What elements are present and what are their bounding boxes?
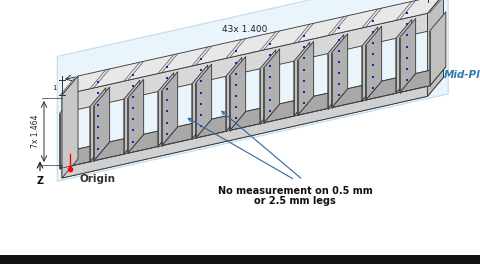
Polygon shape [298,89,344,115]
Polygon shape [294,42,310,116]
Polygon shape [196,112,242,138]
Text: Mid-Plane: Mid-Plane [444,70,480,80]
Polygon shape [124,80,140,154]
Polygon shape [90,88,106,162]
Polygon shape [260,50,276,124]
Polygon shape [400,18,416,92]
Polygon shape [57,0,448,181]
Polygon shape [94,87,109,161]
Polygon shape [128,79,144,153]
Polygon shape [400,67,446,92]
Polygon shape [62,13,428,113]
Polygon shape [428,0,444,96]
Text: 7x 1.464: 7x 1.464 [31,115,40,148]
Polygon shape [396,19,412,93]
Polygon shape [162,72,178,146]
Polygon shape [196,64,212,138]
Polygon shape [62,0,444,95]
Polygon shape [192,65,208,139]
Polygon shape [128,128,174,153]
Text: Origin: Origin [80,173,116,183]
Polygon shape [60,95,76,168]
Text: No measurement on 0.5 mm: No measurement on 0.5 mm [217,186,372,196]
Polygon shape [158,73,174,147]
Polygon shape [430,12,446,86]
Polygon shape [162,120,208,146]
Text: 43x 1.400: 43x 1.400 [222,25,267,34]
Polygon shape [94,135,140,161]
Polygon shape [366,74,412,100]
Polygon shape [366,26,382,100]
Polygon shape [264,97,310,123]
Polygon shape [78,67,444,159]
Polygon shape [62,86,428,178]
Text: or 2.5 mm legs: or 2.5 mm legs [254,196,336,206]
Polygon shape [264,49,280,123]
Polygon shape [332,82,378,108]
Polygon shape [226,57,242,131]
Bar [0,255,480,264]
Polygon shape [62,77,444,178]
Polygon shape [328,35,344,109]
Polygon shape [60,143,106,168]
Polygon shape [298,41,313,115]
Polygon shape [229,56,246,130]
Polygon shape [332,34,348,108]
Text: Z: Z [36,177,44,186]
Polygon shape [62,76,78,178]
Polygon shape [229,105,276,130]
Polygon shape [362,27,378,101]
Text: 1: 1 [52,84,57,91]
